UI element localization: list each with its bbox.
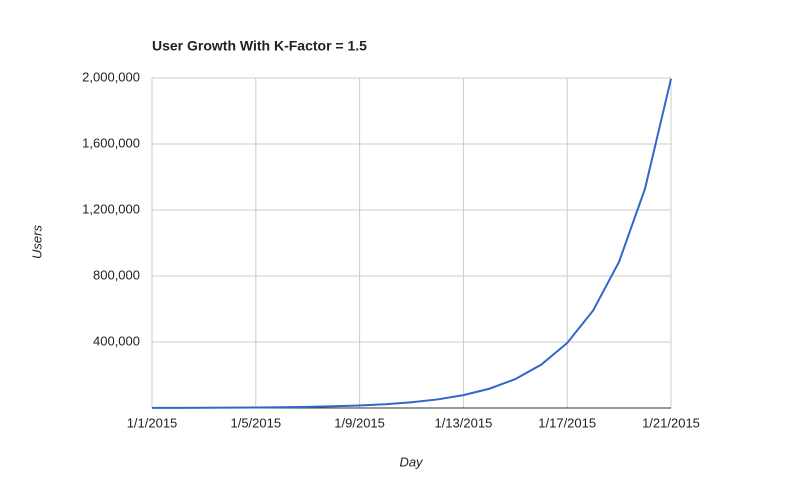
y-tick-label: 1,200,000 [82,201,140,216]
x-tick-label: 1/21/2015 [642,415,700,430]
y-tick-label: 2,000,000 [82,69,140,84]
y-tick-label: 800,000 [93,267,140,282]
x-tick-label: 1/1/2015 [127,415,178,430]
y-axis-label: Users [29,225,44,259]
x-tick-label: 1/9/2015 [334,415,385,430]
chart-title: User Growth With K-Factor = 1.5 [152,38,367,54]
x-tick-label: 1/5/2015 [230,415,281,430]
y-tick-label: 400,000 [93,333,140,348]
x-axis-label: Day [399,454,424,469]
x-tick-label: 1/17/2015 [538,415,596,430]
line-series [151,78,672,409]
y-tick-label: 1,600,000 [82,135,140,150]
x-tick-label: 1/13/2015 [434,415,492,430]
